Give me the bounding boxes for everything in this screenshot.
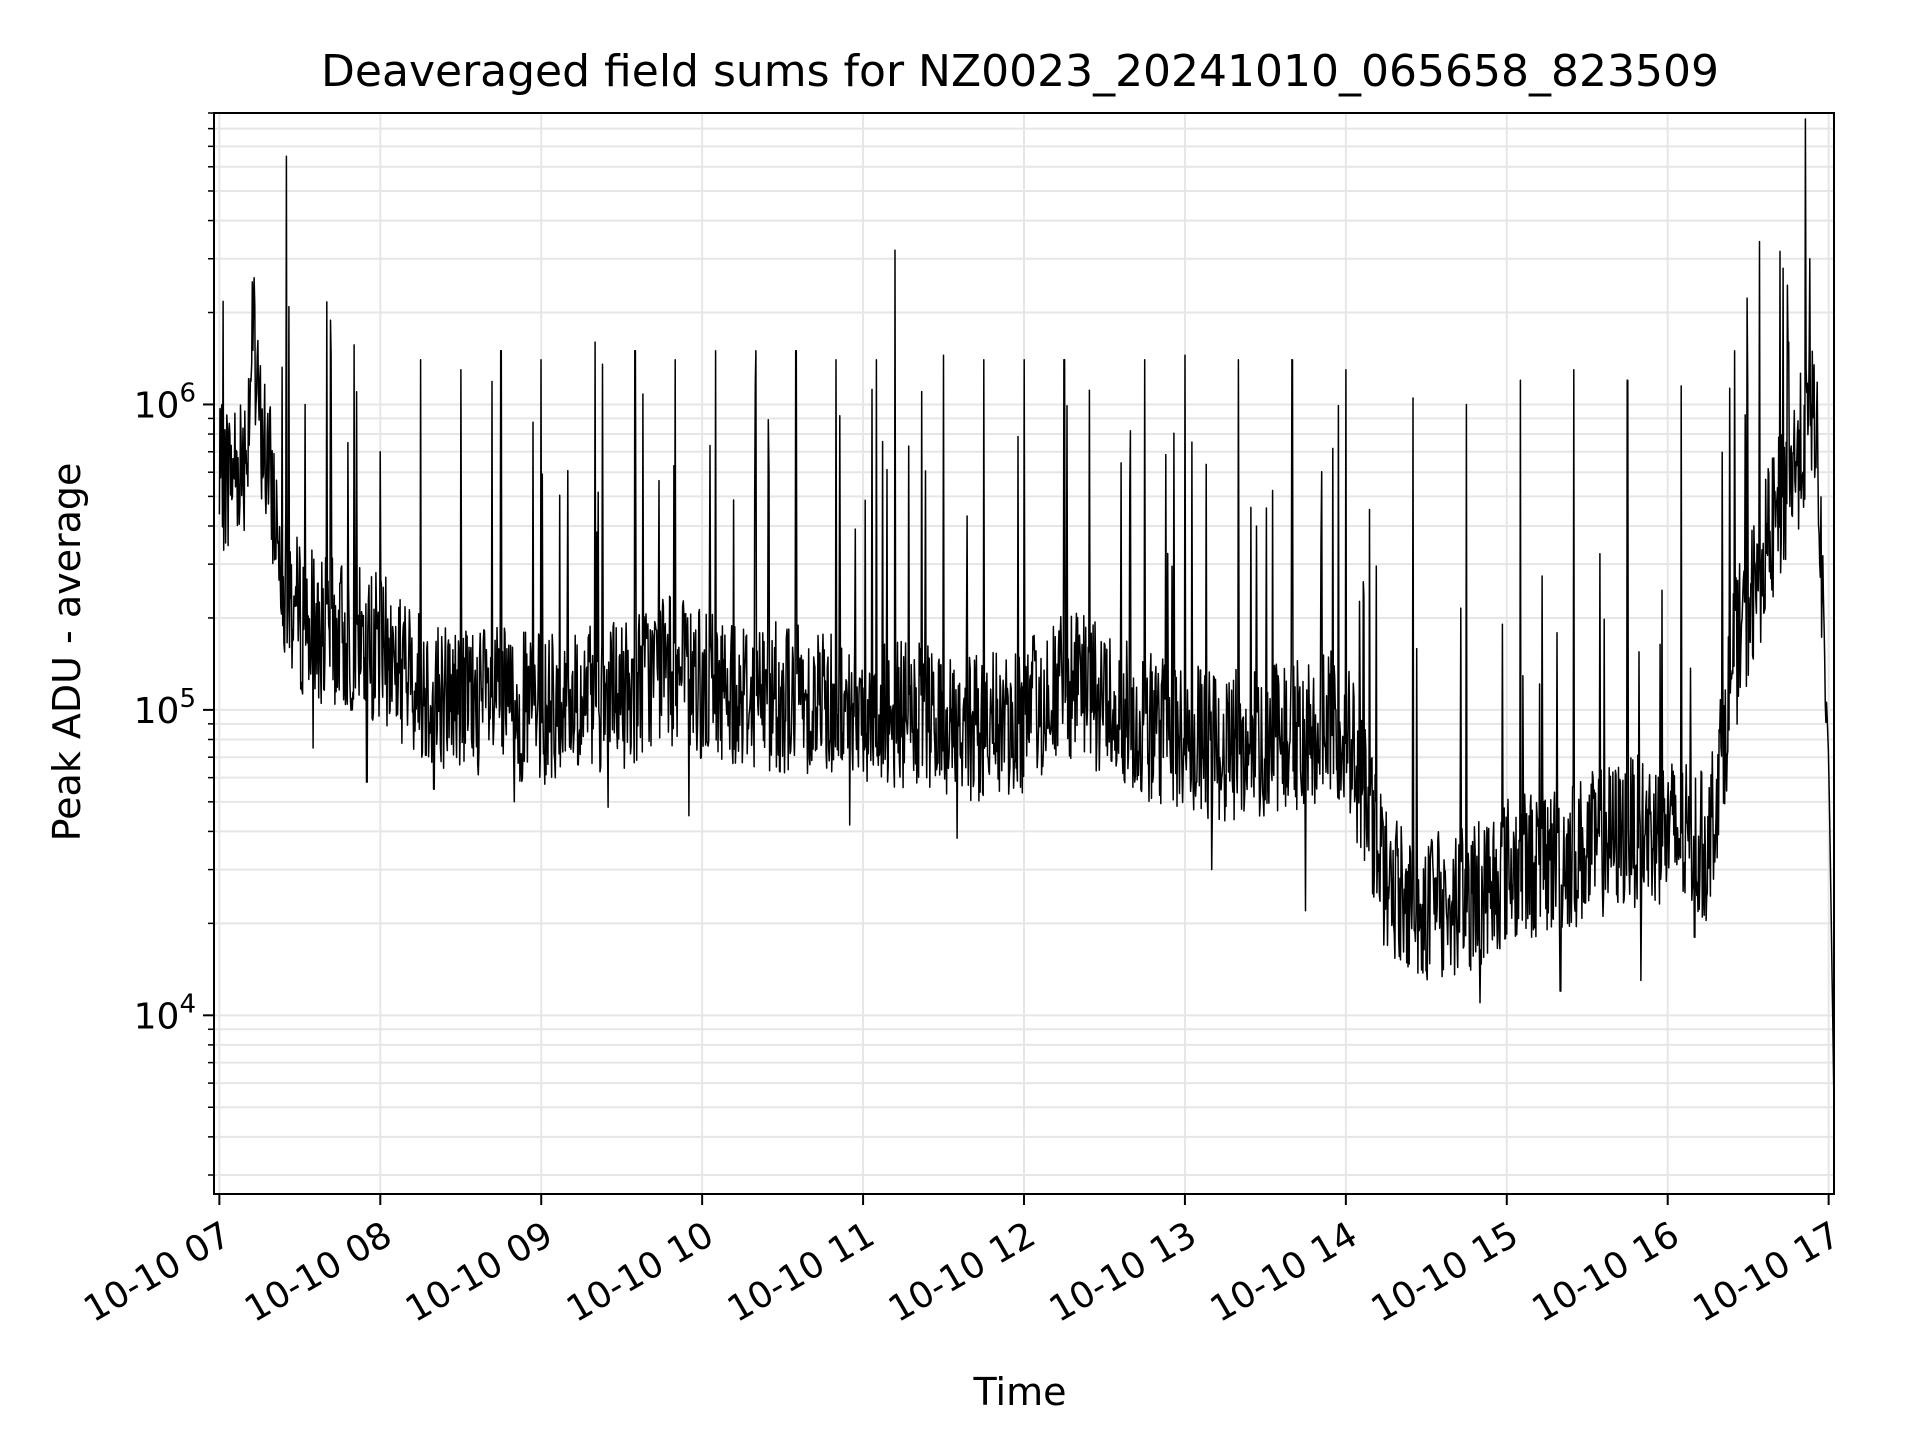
y-tick-label-exponent: 5 [179,684,196,714]
y-tick-label-exponent: 6 [179,378,196,408]
chart-title: Deaveraged field sums for NZ0023_2024101… [321,46,1719,97]
y-tick-label-base: 10 [134,691,180,732]
x-axis-label: Time [973,1370,1067,1414]
y-tick-label: 104 [134,989,196,1037]
y-tick-label: 106 [134,378,196,426]
y-tick-label-base: 10 [134,996,180,1037]
y-tick-label-base: 10 [134,385,180,426]
grid [214,112,1834,1194]
y-axis-label: Peak ADU - average [45,463,89,842]
y-tick-label-exponent: 4 [179,989,196,1019]
y-tick-label: 105 [134,684,196,732]
series-line-group [218,118,1835,1108]
series-line [218,118,1835,1108]
